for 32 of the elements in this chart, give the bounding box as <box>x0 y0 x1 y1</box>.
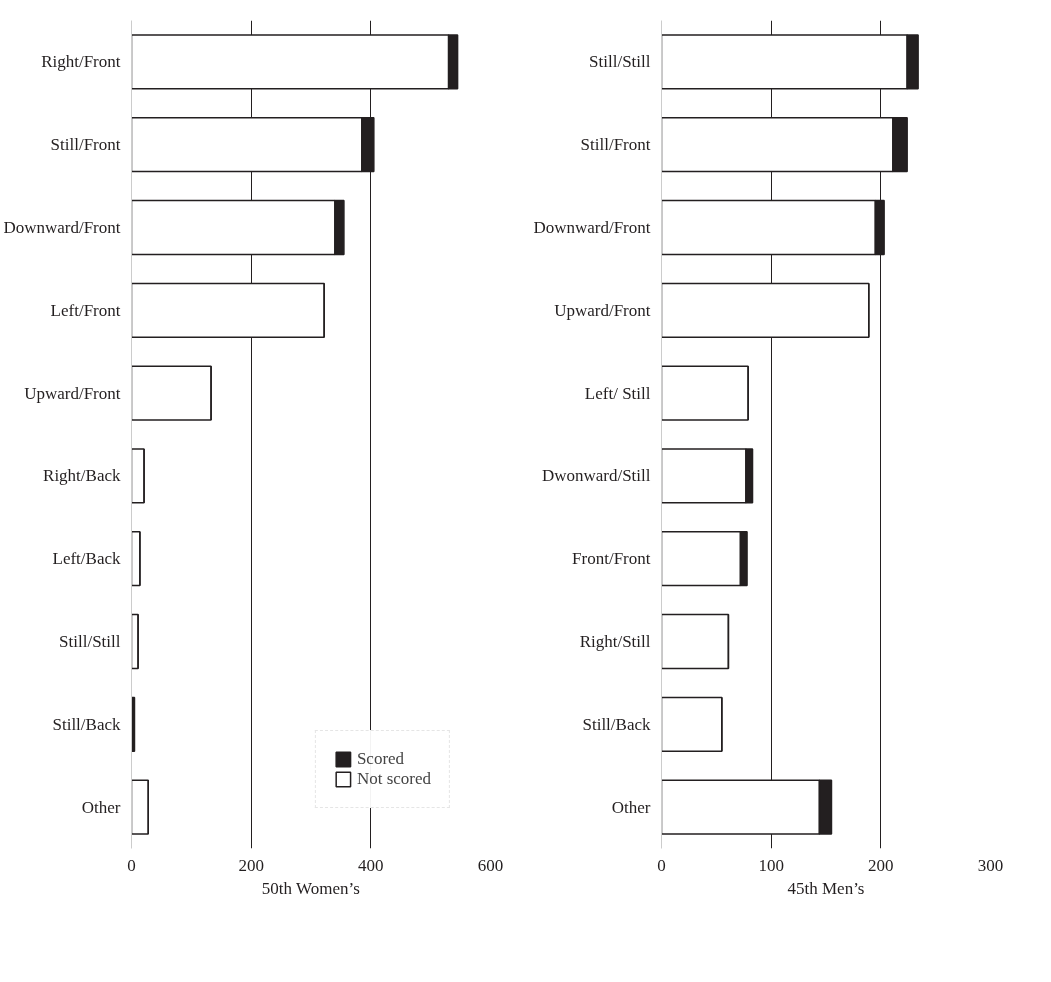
legend-label: Scored <box>356 749 405 769</box>
y-tick-label: Left/Front <box>50 300 121 320</box>
x-tick-label: 600 <box>477 855 504 875</box>
y-tick-label: Downward/Front <box>533 218 651 237</box>
x-axis-title: 45th Men’s <box>787 878 865 898</box>
y-tick-label: Right/Front <box>41 52 121 72</box>
y-tick-label: Still/Still <box>589 52 651 72</box>
y-tick-label: Other <box>81 797 121 817</box>
x-tick-label: 0 <box>127 855 136 875</box>
y-tick-label: Other <box>611 797 651 817</box>
x-axis-title: 50th Women’s <box>261 878 360 898</box>
y-tick-label: Upward/Front <box>554 300 651 320</box>
y-tick-label: Right/Still <box>579 632 651 651</box>
x-tick-label: 100 <box>758 855 784 875</box>
y-tick-label: Still/Back <box>52 714 121 734</box>
y-tick-label: Still/Back <box>582 714 651 734</box>
y-tick-label: Dwonward/Still <box>541 466 651 486</box>
y-tick-label: Left/ Still <box>584 383 651 403</box>
y-tick-label: Still/Still <box>59 632 121 651</box>
y-tick-label: Front/Front <box>572 549 651 569</box>
x-tick-label: 400 <box>358 855 384 875</box>
x-tick-label: 300 <box>977 855 1004 875</box>
x-tick-label: 200 <box>868 855 894 875</box>
x-tick-label: 200 <box>238 855 264 875</box>
y-tick-label: Still/Front <box>580 135 651 155</box>
y-tick-label: Downward/Front <box>3 218 121 237</box>
y-tick-label: Left/Back <box>52 549 121 569</box>
y-tick-label: Upward/Front <box>24 383 121 403</box>
x-tick-label: 0 <box>657 855 666 875</box>
y-tick-label: Right/Back <box>43 466 121 486</box>
legend-label: Not scored <box>356 769 431 789</box>
y-tick-label: Still/Front <box>50 135 121 155</box>
